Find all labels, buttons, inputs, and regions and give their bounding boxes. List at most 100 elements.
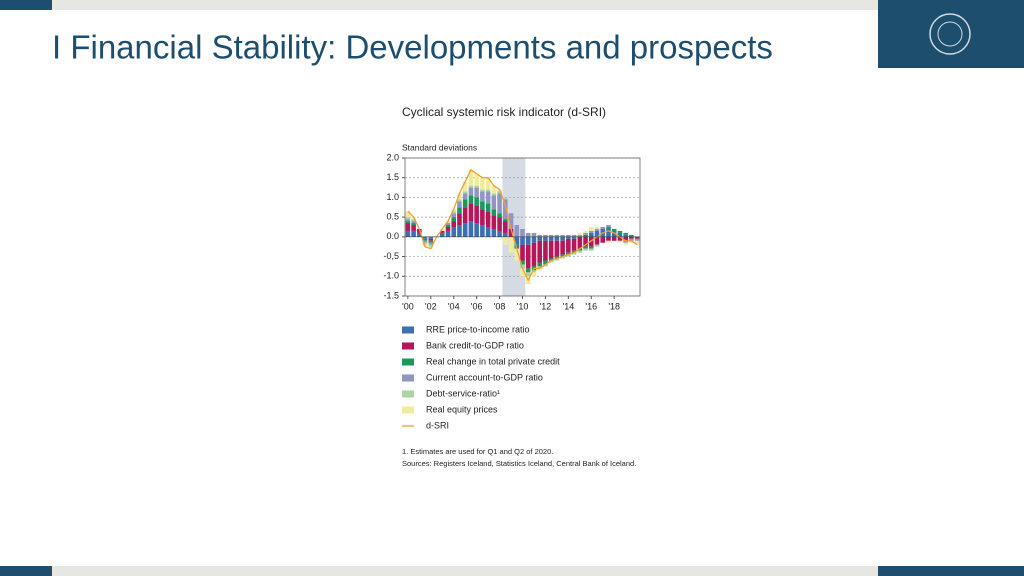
logo-inner xyxy=(937,21,963,47)
bar-segment xyxy=(411,223,416,226)
bar-segment xyxy=(537,234,542,237)
legend-swatch xyxy=(402,326,414,334)
bar-segment xyxy=(606,227,611,229)
bar-segment xyxy=(422,238,428,241)
bar-segment xyxy=(531,232,537,237)
bar-segment xyxy=(468,185,474,188)
bar-segment xyxy=(588,230,594,233)
bar-segment xyxy=(629,238,634,241)
x-tick-label: '00 xyxy=(402,301,414,311)
bar-segment xyxy=(577,250,583,253)
bar-segment xyxy=(623,232,628,235)
bar-segment xyxy=(480,177,485,190)
bar-segment xyxy=(617,240,623,243)
bar-segment xyxy=(503,232,508,237)
bar-segment xyxy=(548,260,554,263)
line xyxy=(407,168,638,282)
bottom-accent xyxy=(878,566,1024,576)
bar-segment xyxy=(617,232,623,237)
bar-segment xyxy=(588,236,594,247)
bar-segment xyxy=(485,211,491,227)
bar-segment xyxy=(439,230,445,233)
bar-segment xyxy=(543,240,548,261)
bar-segment xyxy=(583,234,588,237)
bar-segment xyxy=(457,201,462,208)
bar-segment xyxy=(462,223,468,237)
bar-segment xyxy=(428,238,434,241)
y-axis-label: Standard deviations xyxy=(402,142,477,152)
bar-segment xyxy=(571,238,577,251)
bar-segment xyxy=(491,215,497,229)
bar-segment xyxy=(577,236,583,249)
bar-segment xyxy=(480,225,485,237)
bar-segment xyxy=(566,252,571,255)
x-tick-label: '14 xyxy=(562,301,574,311)
bar-segment xyxy=(514,248,520,261)
bar-segment xyxy=(525,268,531,273)
bar-segment xyxy=(480,189,485,192)
bar-segment xyxy=(468,203,474,222)
bar-segment xyxy=(439,232,445,237)
bar-segment xyxy=(457,199,462,202)
bar-segment xyxy=(462,207,468,224)
legend-swatch xyxy=(402,342,414,350)
bar-segment xyxy=(405,219,411,222)
bar-segment xyxy=(548,236,554,241)
bar-segment xyxy=(606,236,611,241)
bar-segment xyxy=(588,246,594,249)
x-tick-label: '02 xyxy=(425,301,437,311)
bar-segment xyxy=(577,248,583,251)
x-tick-label: '08 xyxy=(494,301,506,311)
footnote: Sources: Registers Iceland, Statistics I… xyxy=(402,459,636,468)
bar-segment xyxy=(548,240,554,259)
bar-segment xyxy=(594,228,600,231)
bar-segment xyxy=(583,248,588,251)
bar-segment xyxy=(566,236,571,239)
bar-segment xyxy=(428,240,434,243)
legend-swatch xyxy=(402,358,414,366)
bar-segment xyxy=(543,264,548,267)
y-tick-label: -1.5 xyxy=(383,290,399,300)
bar-segment xyxy=(554,258,560,261)
bar-segment xyxy=(531,242,537,267)
bar-segment xyxy=(485,189,491,192)
bar-segment xyxy=(503,236,508,245)
bar-segment xyxy=(571,252,577,255)
bar-segment xyxy=(497,193,502,214)
bar-segment xyxy=(468,195,474,204)
bar-segment xyxy=(445,225,451,227)
bar-segment xyxy=(543,234,548,237)
bar-segment xyxy=(405,223,411,231)
bar-segment xyxy=(554,236,560,241)
legend-swatch xyxy=(402,374,414,382)
bar-segment xyxy=(508,213,514,229)
top-band xyxy=(0,0,1024,10)
bar-segment xyxy=(531,236,537,243)
bar-segment xyxy=(606,228,611,237)
bar-segment xyxy=(485,203,491,212)
bar-segment xyxy=(588,248,594,251)
bar-segment xyxy=(520,268,525,277)
bar-segment xyxy=(428,242,434,245)
y-tick-label: 0.5 xyxy=(386,212,399,222)
bar-segment xyxy=(474,205,479,224)
bar-segment xyxy=(451,213,457,218)
y-tick-label: -1.0 xyxy=(383,271,399,281)
bar-segment xyxy=(480,201,485,210)
bar-segment xyxy=(520,260,525,265)
bar-segment xyxy=(588,232,594,237)
bar-segment xyxy=(566,254,571,257)
bar-segment xyxy=(623,236,628,241)
bar-segment xyxy=(560,234,565,237)
bar-segment xyxy=(594,227,600,229)
bar-segment xyxy=(525,272,531,277)
footnote: 1. Estimates are used for Q1 and Q2 of 2… xyxy=(402,447,553,456)
bar-segment xyxy=(537,236,542,241)
bar-segment xyxy=(606,225,611,227)
bar-segment xyxy=(474,197,479,206)
chart-title: Cyclical systemic risk indicator (d-SRI) xyxy=(402,105,606,119)
bar-segment xyxy=(405,217,411,220)
bar-segment xyxy=(503,199,508,220)
bottom-accent xyxy=(0,566,52,576)
